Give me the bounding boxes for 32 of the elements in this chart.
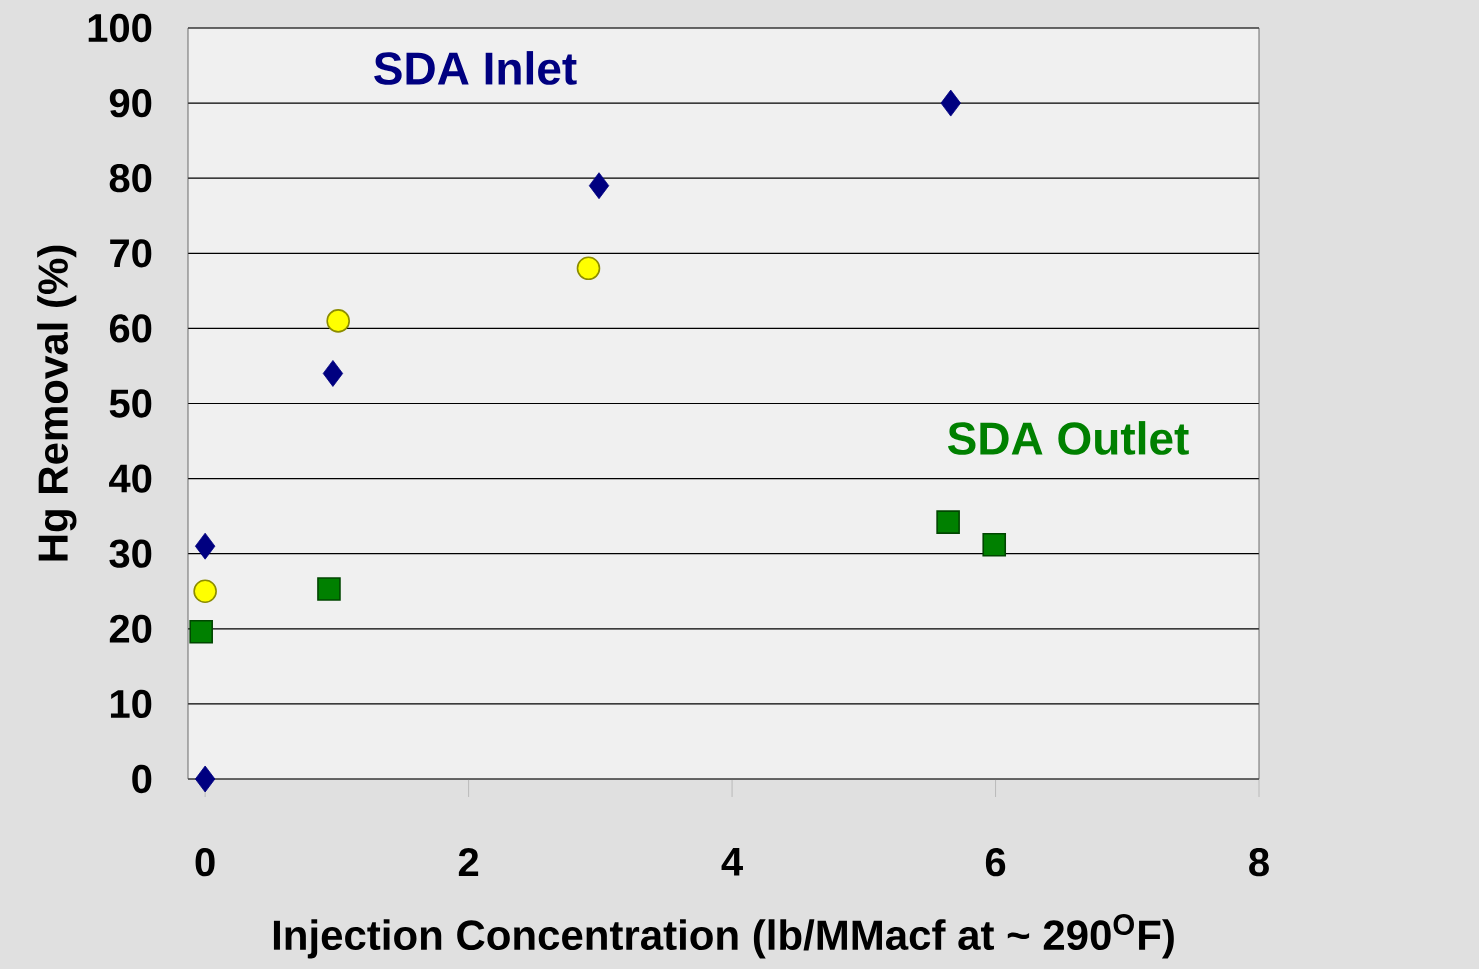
point (326, 309, 350, 333)
y-tick-label: 100 (88, 13, 152, 43)
point (194, 765, 216, 793)
point (322, 360, 344, 387)
y-tick-label: 80 (109, 164, 152, 193)
y-tick-label: 30 (109, 539, 152, 568)
point (317, 577, 341, 601)
y-tick-label: 0 (132, 764, 152, 794)
point (193, 579, 217, 604)
x-tick-label: 0 (195, 848, 215, 877)
y-tick-label: 60 (109, 314, 152, 343)
annotation: SDA Inlet (374, 51, 577, 85)
y-tick-label: 20 (109, 614, 152, 643)
x-axis-title: Injection Concentration (lb/MMacf at ~ 290$^{O}$F) (273, 914, 1174, 959)
y-tick-label: 40 (109, 464, 152, 493)
y-axis-title: Hg Removal (%) (37, 245, 77, 561)
annotation: SDA Outlet (947, 421, 1189, 455)
y-tick-label: 70 (110, 239, 152, 268)
point (940, 89, 961, 117)
point (982, 532, 1007, 557)
x-tick-label: 4 (721, 848, 743, 876)
y-tick-label: 10 (110, 689, 152, 719)
x-tick-label: 2 (458, 848, 479, 876)
y-tick-label: 50 (109, 389, 152, 418)
x-tick-label: 6 (985, 848, 1006, 877)
x-tick-label: 8 (1249, 848, 1269, 877)
y-tick-label: 90 (109, 88, 152, 118)
point (189, 619, 213, 644)
point (936, 510, 960, 534)
point (576, 256, 601, 281)
point (194, 532, 216, 560)
point (588, 172, 610, 200)
